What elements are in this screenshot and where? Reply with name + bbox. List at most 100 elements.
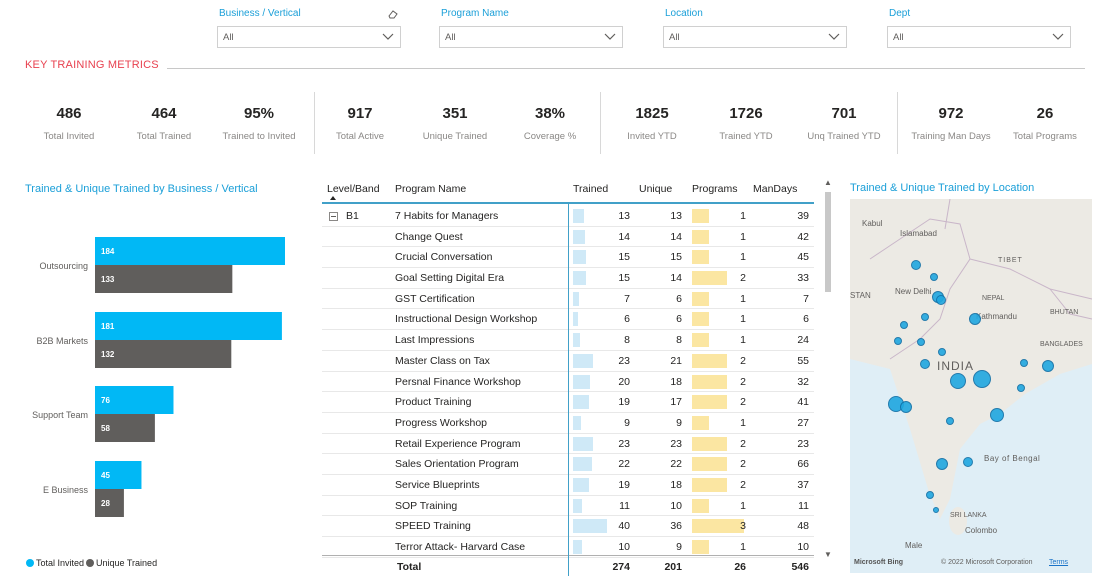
programs-cell: 1 xyxy=(740,499,746,512)
trained-databar xyxy=(573,291,579,306)
location-bubble[interactable] xyxy=(1017,384,1025,392)
slicer-location: Location All xyxy=(663,6,847,48)
programs-cell: 1 xyxy=(740,230,746,243)
mandays-cell: 48 xyxy=(797,520,809,533)
bar-total-invited[interactable] xyxy=(95,386,174,414)
programs-cell: 2 xyxy=(740,375,746,388)
total-mandays: 546 xyxy=(791,561,809,573)
level-band-cell: B1 xyxy=(346,210,359,222)
mandays-cell: 6 xyxy=(803,313,809,326)
map-copyright: © 2022 Microsoft Corporation xyxy=(941,559,1033,566)
location-bubble[interactable] xyxy=(973,370,991,388)
location-bubble[interactable] xyxy=(990,408,1004,422)
unique-cell: 14 xyxy=(670,230,682,243)
trained-databar xyxy=(573,312,579,327)
programs-databar xyxy=(692,498,710,513)
location-bubble[interactable] xyxy=(930,273,938,281)
kpi-value: 486 xyxy=(56,105,82,122)
trained-cell: 19 xyxy=(618,396,630,409)
kpi-label: Total Active xyxy=(335,131,385,142)
location-bubble[interactable] xyxy=(900,401,912,413)
program-name-cell: Retail Experience Program xyxy=(395,437,521,450)
location-bubble[interactable] xyxy=(936,295,946,305)
slicer-dropdown[interactable]: All xyxy=(217,26,401,48)
trained-cell: 7 xyxy=(624,292,630,305)
trained-databar xyxy=(573,353,593,368)
location-bubble[interactable] xyxy=(1020,359,1028,367)
bar-unique-trained[interactable] xyxy=(95,414,155,442)
map-label-sri-lanka: SRI LANKA xyxy=(950,512,987,519)
table-row[interactable]: Change Quest 14 14 1 42 xyxy=(322,227,814,248)
mandays-cell: 10 xyxy=(797,541,809,553)
header-level-band[interactable]: Level/Band xyxy=(327,183,380,195)
kpi-label: Unq Trained YTD xyxy=(807,131,881,142)
kpi-value: 1726 xyxy=(729,105,763,122)
location-bubble[interactable] xyxy=(921,313,929,321)
kpi-value: 972 xyxy=(938,105,964,122)
header-unique[interactable]: Unique xyxy=(639,183,673,195)
location-bubble[interactable] xyxy=(926,491,934,499)
slicer-dropdown[interactable]: All xyxy=(663,26,847,48)
mandays-cell: 42 xyxy=(797,230,809,243)
location-bubble[interactable] xyxy=(969,313,981,325)
location-bubble[interactable] xyxy=(938,348,946,356)
bar-category-label: Support Team xyxy=(32,410,88,420)
unique-cell: 8 xyxy=(676,334,682,347)
location-bubble[interactable] xyxy=(963,457,973,467)
bar-unique-trained[interactable] xyxy=(95,340,232,368)
scroll-down-icon[interactable]: ▼ xyxy=(824,550,832,559)
location-bubble[interactable] xyxy=(936,458,948,470)
scroll-thumb[interactable] xyxy=(825,192,831,292)
location-bubble[interactable] xyxy=(933,507,939,513)
kpi-label: Trained YTD xyxy=(719,131,773,142)
location-map[interactable]: Kabul Islamabad TIBET STAN New Delhi NEP… xyxy=(850,199,1092,573)
bar-total-invited[interactable] xyxy=(95,461,142,489)
header-trained[interactable]: Trained xyxy=(573,183,609,195)
bar-total-invited[interactable] xyxy=(95,237,285,265)
trained-databar xyxy=(573,540,582,554)
program-name-cell: SOP Training xyxy=(395,499,458,512)
eraser-icon[interactable] xyxy=(387,9,399,19)
total-trained: 274 xyxy=(612,561,630,573)
programs-databar xyxy=(692,374,727,389)
legend-item[interactable]: Unique Trained xyxy=(86,558,157,568)
unique-cell: 9 xyxy=(676,541,682,553)
location-bubble[interactable] xyxy=(911,260,921,270)
scroll-up-icon[interactable]: ▲ xyxy=(824,178,832,187)
bar-unique-trained[interactable] xyxy=(95,265,233,293)
map-label-stan: STAN xyxy=(850,291,871,300)
program-name-cell: Change Quest xyxy=(395,230,463,243)
location-bubble[interactable] xyxy=(917,338,925,346)
legend-item[interactable]: Total Invited xyxy=(26,558,84,568)
header-programs[interactable]: Programs xyxy=(692,183,738,195)
slicer-dropdown[interactable]: All xyxy=(887,26,1071,48)
map-label-bangladesh: BANGLADES xyxy=(1040,341,1083,348)
bar-unique-trained[interactable] xyxy=(95,489,124,517)
programs-databar xyxy=(692,457,727,472)
bar-chart[interactable]: Outsourcing 184 133 B2B Markets 181 132 Suppor… xyxy=(18,225,308,530)
legend-dot xyxy=(86,559,95,567)
header-program-name[interactable]: Program Name xyxy=(395,183,467,195)
map-label-male: Male xyxy=(905,541,923,550)
location-bubble[interactable] xyxy=(900,321,908,329)
slicer-dropdown[interactable]: All xyxy=(439,26,623,48)
total-programs: 26 xyxy=(734,561,746,573)
map-terms-link[interactable]: Terms xyxy=(1049,559,1069,566)
location-bubble[interactable] xyxy=(1042,360,1054,372)
location-bubble[interactable] xyxy=(950,373,966,389)
table-scrollbar[interactable]: ▲ ▼ xyxy=(822,178,832,566)
mandays-cell: 41 xyxy=(797,396,809,409)
programs-cell: 1 xyxy=(740,541,746,553)
location-bubble[interactable] xyxy=(920,359,930,369)
programs-databar xyxy=(692,519,744,534)
kpi-training-man-days: 972 Training Man Days xyxy=(903,104,999,142)
mandays-cell: 33 xyxy=(797,272,809,285)
bar-total-invited[interactable] xyxy=(95,312,282,340)
kpi-unique-trained: 351 Unique Trained xyxy=(407,104,503,142)
location-bubble[interactable] xyxy=(894,337,902,345)
program-name-cell: Crucial Conversation xyxy=(395,251,493,264)
location-bubble[interactable] xyxy=(946,417,954,425)
collapse-icon[interactable] xyxy=(329,212,338,221)
header-mandays[interactable]: ManDays xyxy=(753,183,798,195)
trained-cell: 10 xyxy=(618,541,630,553)
